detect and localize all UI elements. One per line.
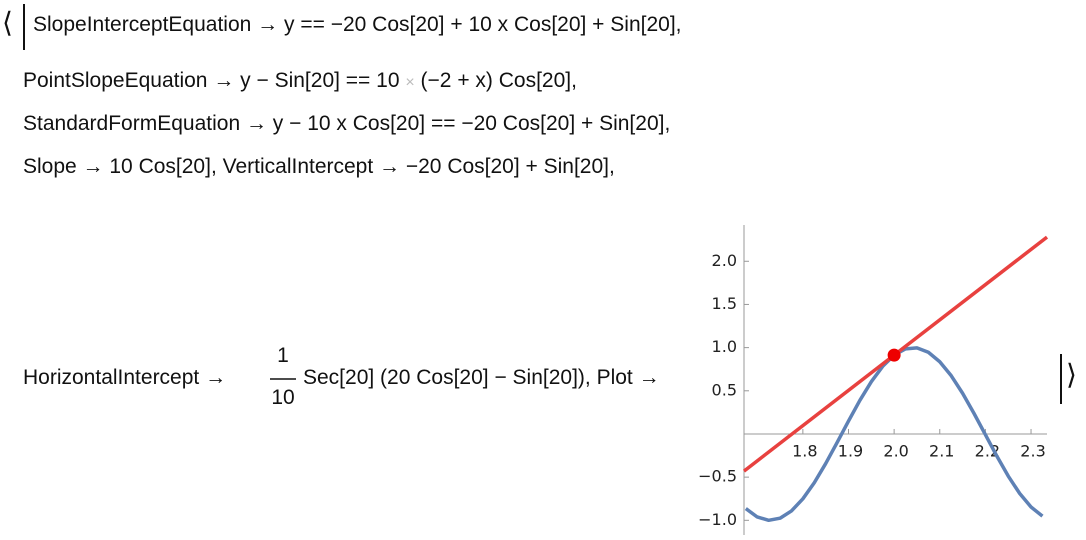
line: HorizontalIntercept → [23, 366, 227, 389]
x-tick-label: 2.2 [975, 441, 1000, 460]
close-bracket: ⟩ [1066, 359, 1077, 390]
text: PointSlopeEquation → y − Sin[20] == 10 [23, 69, 400, 92]
numerator: 1 [277, 344, 289, 367]
times: × [405, 74, 415, 91]
x-tick-label: 2.1 [929, 441, 954, 460]
x-tick-label: 2.0 [883, 441, 908, 460]
y-tick-label: 1.0 [712, 337, 737, 356]
y-tick-label: −0.5 [698, 467, 737, 486]
x-tick-label: 1.8 [792, 441, 817, 460]
line: SlopeInterceptEquation → y == −20 Cos[20… [33, 13, 682, 36]
y-tick-label: 0.5 [712, 380, 737, 399]
x-tick-label: 2.3 [1020, 441, 1045, 460]
point [887, 348, 901, 362]
x-tick-label: 1.9 [838, 441, 863, 460]
text: (−2 + x) Cos[20], [420, 69, 577, 92]
y-tick-label: 1.5 [712, 294, 737, 313]
text: Sec[20] (20 Cos[20] − Sin[20]), Plot → [303, 366, 660, 389]
denominator: 10 [271, 386, 295, 409]
line: StandardFormEquation → y − 10 x Cos[20] … [23, 112, 671, 135]
y-tick-label: 2.0 [712, 251, 737, 270]
y-tick-label: −1.0 [698, 510, 737, 529]
line: PointSlopeEquation → y − Sin[20] == 10 ×… [23, 68, 577, 96]
open-bracket: ⟨ [2, 7, 13, 38]
line: Slope → 10 Cos[20], VerticalIntercept → … [23, 155, 615, 178]
